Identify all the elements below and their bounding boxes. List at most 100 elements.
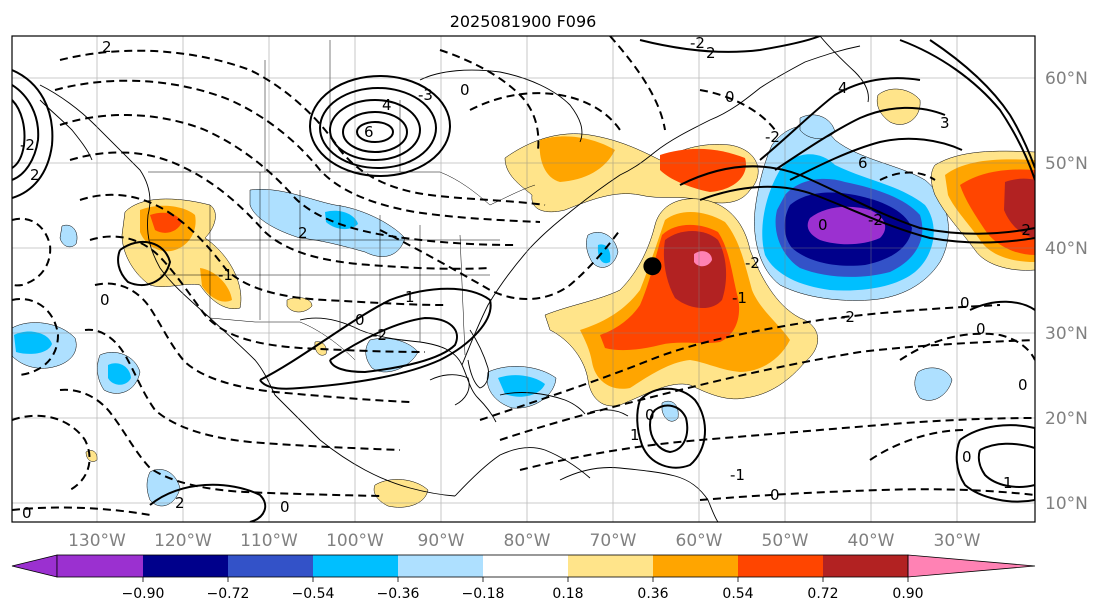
contours-solid	[12, 36, 1035, 522]
lat-label: 40°N	[1045, 239, 1088, 259]
colorbar-bin	[57, 555, 144, 577]
fill-southwest-red	[150, 212, 182, 233]
coast-greenland	[819, 36, 869, 103]
contour-atlantic-d2	[499, 339, 1035, 441]
contour-gulf-d2	[469, 92, 621, 131]
lon-label: 30°W	[934, 531, 981, 551]
colorbar-bin	[568, 555, 654, 577]
coast-central-america	[454, 447, 591, 497]
fill-pacific-blue-core	[14, 331, 52, 354]
coast-hudson	[419, 69, 583, 143]
contour-label: -2	[840, 308, 855, 326]
contour-ridge-3	[329, 99, 421, 161]
contour-wpac-d2	[12, 298, 60, 376]
fill-pacific-blue-2-core	[108, 363, 131, 385]
contour-label: -2	[745, 254, 760, 272]
fill-carolina-blue-core	[597, 244, 611, 264]
contour-atlantic-d3	[519, 417, 1035, 471]
contour-label: 1	[1003, 474, 1013, 492]
lon-label: 130°W	[68, 531, 126, 551]
contour-carib-2	[648, 404, 689, 454]
coast-canada-east	[654, 45, 861, 153]
colorbar-tick-label: 0.18	[552, 586, 583, 602]
contour-trough-5	[79, 193, 446, 306]
coast-alaska-islands	[39, 99, 93, 161]
coast-mexico-pacific	[274, 394, 456, 497]
lon-label: 70°W	[590, 531, 637, 551]
colorbar-tick-label: 0.72	[807, 586, 838, 602]
contour-label: 0	[725, 88, 735, 106]
contour-atlantic-jet-4	[774, 106, 946, 171]
contour-label: 0	[1018, 376, 1028, 394]
fill-westatl-pink	[694, 251, 712, 267]
contour-pacific-3	[12, 69, 54, 199]
fill-west-coast-blue	[59, 224, 78, 248]
fill-neatl-yellow-small	[876, 88, 921, 125]
colorbar-tick-label: 0.54	[722, 586, 753, 602]
contour-label: 2	[298, 224, 308, 242]
contour-gulf-d3	[439, 49, 540, 151]
contour-label: 0	[645, 406, 655, 424]
contour-label: 0	[280, 498, 290, 516]
contour-label: -2	[1016, 221, 1031, 239]
contour-label: -2	[20, 136, 35, 154]
fill-greatlakes-red	[660, 148, 746, 192]
contour-trough-1	[59, 49, 546, 206]
contour-ne-3	[639, 36, 821, 53]
contours-dashed	[12, 36, 1035, 516]
contour-gulf-d1	[379, 229, 621, 301]
contour-label: 0	[960, 294, 970, 312]
colorbar-tick-label: −0.72	[207, 586, 250, 602]
lon-label: 110°W	[240, 531, 298, 551]
contour-southeast-2	[329, 316, 458, 374]
contour-southeast-1	[259, 287, 492, 390]
contour-east-d1	[899, 332, 1035, 361]
lon-label: 100°W	[326, 531, 384, 551]
contour-label: 2	[175, 494, 185, 512]
colorbar-bin	[823, 555, 909, 577]
coast-east	[461, 151, 656, 366]
lon-axis: 130°W 120°W 110°W 100°W 90°W 80°W 70°W 6…	[68, 531, 981, 551]
political-borders	[148, 40, 536, 361]
contour-label: -1	[732, 289, 747, 307]
map-title: 2025081900 F096	[450, 12, 597, 31]
contour-east-2	[977, 442, 1035, 488]
colorbar-tick-label: 0.36	[637, 586, 668, 602]
contour-atlantic-jet-3	[759, 77, 921, 161]
contour-label: 0	[355, 311, 365, 329]
contour-label: 0	[22, 504, 32, 522]
lat-label: 50°N	[1045, 154, 1088, 174]
gridlines	[12, 36, 1035, 522]
contour-label: 0	[460, 81, 470, 99]
lon-label: 80°W	[504, 531, 551, 551]
contour-label: 3	[940, 114, 950, 132]
colorbar-tick-label: −0.90	[122, 586, 165, 602]
contour-label: -1	[218, 266, 233, 284]
lat-label: 30°N	[1045, 324, 1088, 344]
coast-florida	[467, 329, 489, 389]
contour-wpac-d1	[12, 217, 52, 287]
fill-westatl-darkred	[663, 231, 727, 309]
contour-ne-d2	[699, 89, 776, 131]
contour-label: -2	[765, 128, 780, 146]
contour-label: 1	[630, 426, 640, 444]
coastlines	[39, 36, 869, 522]
fill-neatl-darkred	[1004, 178, 1035, 238]
fill-bahamas-blue-core	[498, 375, 545, 397]
coast-yucatan	[429, 374, 470, 406]
lon-label: 60°W	[676, 531, 723, 551]
contour-trough-2	[54, 79, 541, 223]
contour-label: -2	[690, 34, 705, 52]
contour-wpac-d3	[12, 414, 91, 491]
contour-atlantic-jet-2	[699, 185, 1035, 244]
border-us-canada	[148, 171, 536, 206]
contour-trough-4	[69, 151, 491, 270]
contour-label: 0	[818, 216, 828, 234]
contour-pacific-2	[12, 99, 26, 169]
colorbar-bin	[143, 555, 229, 577]
colorbar-ticks	[142, 577, 909, 582]
contour-southeast-3	[117, 241, 172, 287]
coast-cuba	[499, 392, 586, 415]
contour-east-1	[955, 424, 1035, 503]
